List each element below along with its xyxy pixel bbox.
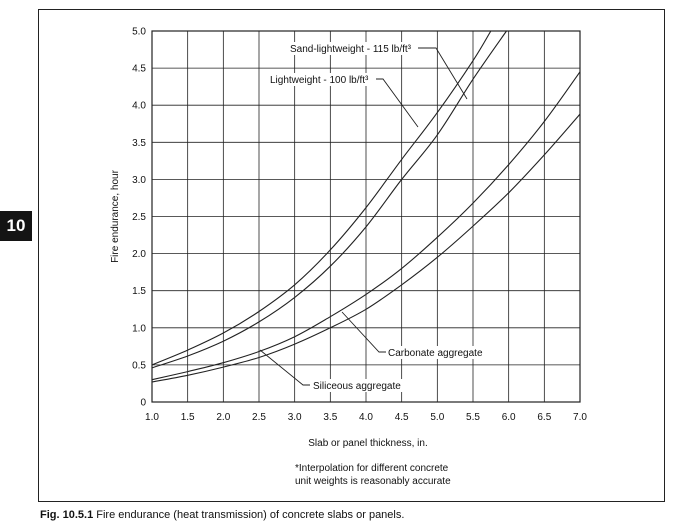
y-tick-label: 2.0 (132, 249, 146, 260)
x-tick-label: 5.0 (430, 412, 444, 423)
footnote-line: unit weights is reasonably accurate (295, 476, 451, 487)
series-label-bg (386, 346, 485, 359)
y-tick-label: 0.5 (132, 360, 146, 371)
carbonate-label: Carbonate aggregate (388, 348, 483, 359)
x-tick-label: 1.5 (181, 412, 195, 423)
figure-caption-text: Fire endurance (heat transmission) of co… (96, 509, 405, 521)
y-tick-label: 5.0 (132, 27, 146, 38)
figure-caption-label: Fig. 10.5.1 (40, 509, 94, 521)
chapter-tab: 10 (0, 211, 32, 241)
x-tick-label: 6.5 (537, 412, 551, 423)
x-tick-label: 5.5 (466, 412, 480, 423)
y-tick-label: 4.5 (132, 64, 146, 75)
x-tick-label: 4.5 (395, 412, 409, 423)
sand-lightweight-label: Sand-lightweight - 115 lb/ft³ (290, 44, 412, 55)
y-tick-label: 3.0 (132, 175, 146, 186)
sand-lightweight-curve (151, 30, 507, 369)
x-tick-label: 2.0 (216, 412, 230, 423)
siliceous-curve (151, 113, 581, 383)
footnote-line: *Interpolation for different concrete (295, 463, 449, 474)
y-axis-label: Fire endurance, hour (110, 169, 121, 263)
lightweight-label: Lightweight - 100 lb/ft³ (270, 75, 369, 86)
leader-line (341, 311, 386, 353)
series-label-bg (268, 73, 372, 86)
y-tick-label: 0 (140, 398, 146, 409)
y-tick-label: 1.0 (132, 323, 146, 334)
x-axis-label: Slab or panel thickness, in. (308, 438, 428, 449)
x-tick-label: 3.0 (288, 412, 302, 423)
leader-line (259, 349, 310, 386)
series-label-bg (311, 379, 404, 392)
x-tick-label: 7.0 (573, 412, 587, 423)
y-tick-label: 4.0 (132, 101, 146, 112)
x-tick-label: 4.0 (359, 412, 373, 423)
lightweight-curve (151, 30, 492, 366)
leader-line (376, 78, 419, 128)
figure-frame (38, 9, 665, 502)
carbonate-curve (151, 71, 581, 381)
y-tick-label: 1.5 (132, 286, 146, 297)
y-tick-label: 3.5 (132, 138, 146, 149)
x-tick-label: 2.5 (252, 412, 266, 423)
x-tick-label: 6.0 (502, 412, 516, 423)
x-tick-label: 1.0 (145, 412, 159, 423)
y-tick-label: 2.5 (132, 212, 146, 223)
series-label-bg (288, 42, 414, 55)
siliceous-label: Siliceous aggregate (313, 381, 401, 392)
leader-line (418, 47, 468, 100)
x-tick-label: 3.5 (323, 412, 337, 423)
figure-caption: Fig. 10.5.1 Fire endurance (heat transmi… (40, 509, 404, 521)
